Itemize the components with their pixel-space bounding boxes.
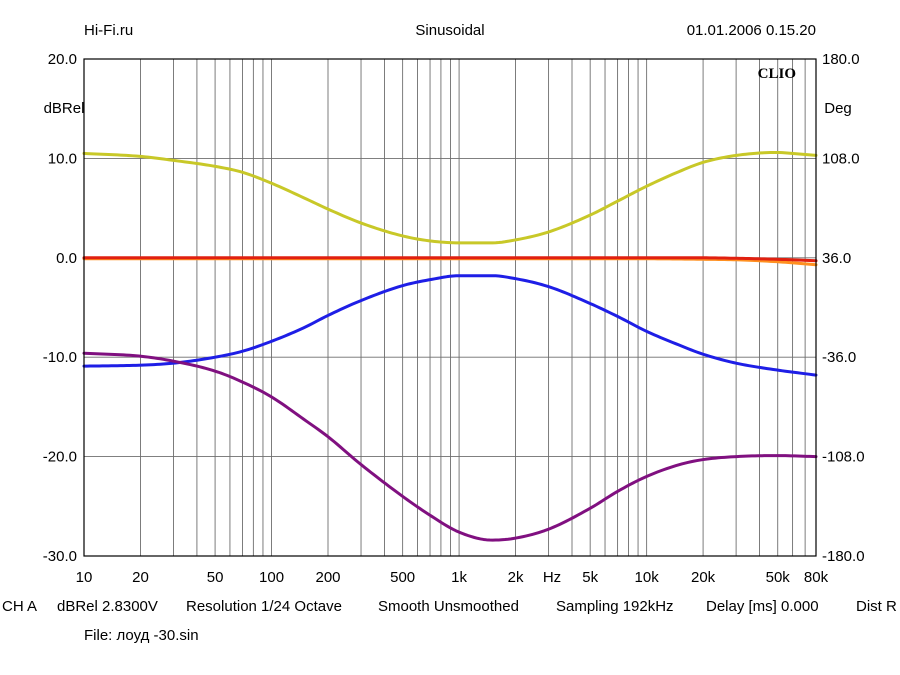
x-tick-label: 500 xyxy=(390,569,415,586)
plot-area xyxy=(83,58,817,557)
y-right-tick-label: -36.0 xyxy=(822,349,856,366)
y-left-tick-label: -30.0 xyxy=(43,548,77,565)
y-right-tick-label: 36.0 xyxy=(822,250,851,267)
y-left-tick-label: 10.0 xyxy=(48,150,77,167)
footer-smoothing: Smooth Unsmoothed xyxy=(378,598,519,615)
right-axis-label: Deg xyxy=(824,100,852,117)
y-left-tick-label: -20.0 xyxy=(43,449,77,466)
x-unit-label: Hz xyxy=(543,569,561,586)
x-tick-label: 1k xyxy=(451,569,467,586)
y-right-tick-label: -108.0 xyxy=(822,449,865,466)
footer-delay: Delay [ms] 0.000 xyxy=(706,598,819,615)
footer-unit-info: dBRel 2.8300V xyxy=(57,598,158,615)
curve-3 xyxy=(82,256,818,263)
x-tick-label: 50 xyxy=(207,569,224,586)
left-axis-label: dBRel xyxy=(44,100,85,117)
x-tick-label: 100 xyxy=(259,569,284,586)
header-mode: Sinusoidal xyxy=(415,22,484,39)
y-right-tick-label: -180.0 xyxy=(822,548,865,565)
y-left-tick-label: -10.0 xyxy=(43,349,77,366)
x-tick-label: 200 xyxy=(315,569,340,586)
plot-frame xyxy=(83,58,817,557)
grid xyxy=(84,59,816,556)
curve-5 xyxy=(82,351,818,542)
x-tick-label: 20k xyxy=(691,569,716,586)
footer-sampling: Sampling 192kHz xyxy=(556,598,674,615)
x-tick-label: 2k xyxy=(508,569,524,586)
footer-resolution: Resolution 1/24 Octave xyxy=(186,598,342,615)
y-left-tick-label: 0.0 xyxy=(56,250,77,267)
x-tick-label: 10k xyxy=(635,569,660,586)
header-datetime: 01.01.2006 0.15.20 xyxy=(687,22,816,39)
x-tick-label: 10 xyxy=(76,569,93,586)
tick-labels: 10 20 50 100 200 500 1k 2k 5k 10k 20k 50k 80k 20.0 10.… xyxy=(43,51,865,586)
x-tick-label: 80k xyxy=(804,569,829,586)
y-left-tick-label: 20.0 xyxy=(48,51,77,68)
header-site: Hi-Fi.ru xyxy=(84,22,133,39)
curve-4 xyxy=(82,274,818,377)
x-tick-label: 5k xyxy=(582,569,598,586)
footer-file: File: лоуд -30.sin xyxy=(84,627,199,644)
y-right-tick-label: 180.0 xyxy=(822,51,860,68)
footer-dist: Dist R xyxy=(856,598,897,615)
clio-logo: CLIO xyxy=(758,66,796,82)
curves xyxy=(82,150,818,542)
curve-1 xyxy=(82,150,818,245)
footer-channel: CH A xyxy=(2,598,37,615)
x-tick-label: 20 xyxy=(132,569,149,586)
x-tick-label: 50k xyxy=(766,569,791,586)
y-right-tick-label: 108.0 xyxy=(822,150,860,167)
